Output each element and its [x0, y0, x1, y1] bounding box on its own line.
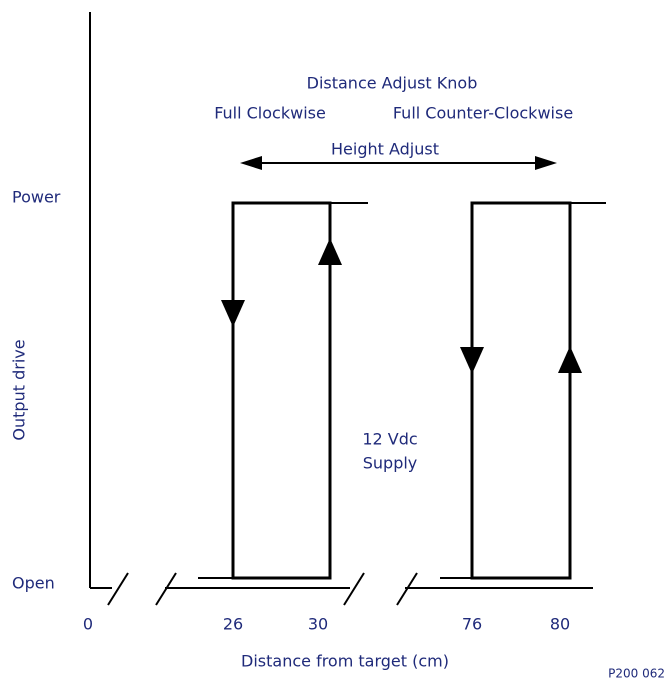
arrow-label: Height Adjust [331, 140, 439, 159]
y-axis-label: Output drive [10, 339, 29, 440]
x-tick-label: 80 [550, 615, 570, 634]
x-tick-label: 26 [223, 615, 243, 634]
arrow-down [221, 300, 245, 327]
knob-label: Full Clockwise [214, 104, 326, 123]
hysteresis-loop [231, 201, 332, 580]
supply-label: Supply [363, 454, 418, 473]
axis-break [343, 572, 365, 606]
supply-label: 12 Vdc [362, 430, 417, 449]
arrow-up [318, 238, 342, 265]
title: Distance Adjust Knob [307, 74, 478, 93]
y-top-label: Power [12, 188, 61, 207]
arrowhead [535, 156, 557, 170]
x-tick-label: 76 [462, 615, 482, 634]
y-bottom-label: Open [12, 574, 55, 593]
hysteresis-loop [470, 201, 572, 580]
x-axis-label: Distance from target (cm) [241, 652, 449, 671]
axis-break [107, 572, 129, 606]
x-tick-label: 30 [308, 615, 328, 634]
figure-id: P200 062 [608, 667, 665, 681]
arrowhead [240, 156, 262, 170]
knob-label: Full Counter-Clockwise [393, 104, 573, 123]
x-tick-label: 0 [83, 615, 93, 634]
arrow-up [558, 346, 582, 373]
arrow-down [460, 347, 484, 374]
